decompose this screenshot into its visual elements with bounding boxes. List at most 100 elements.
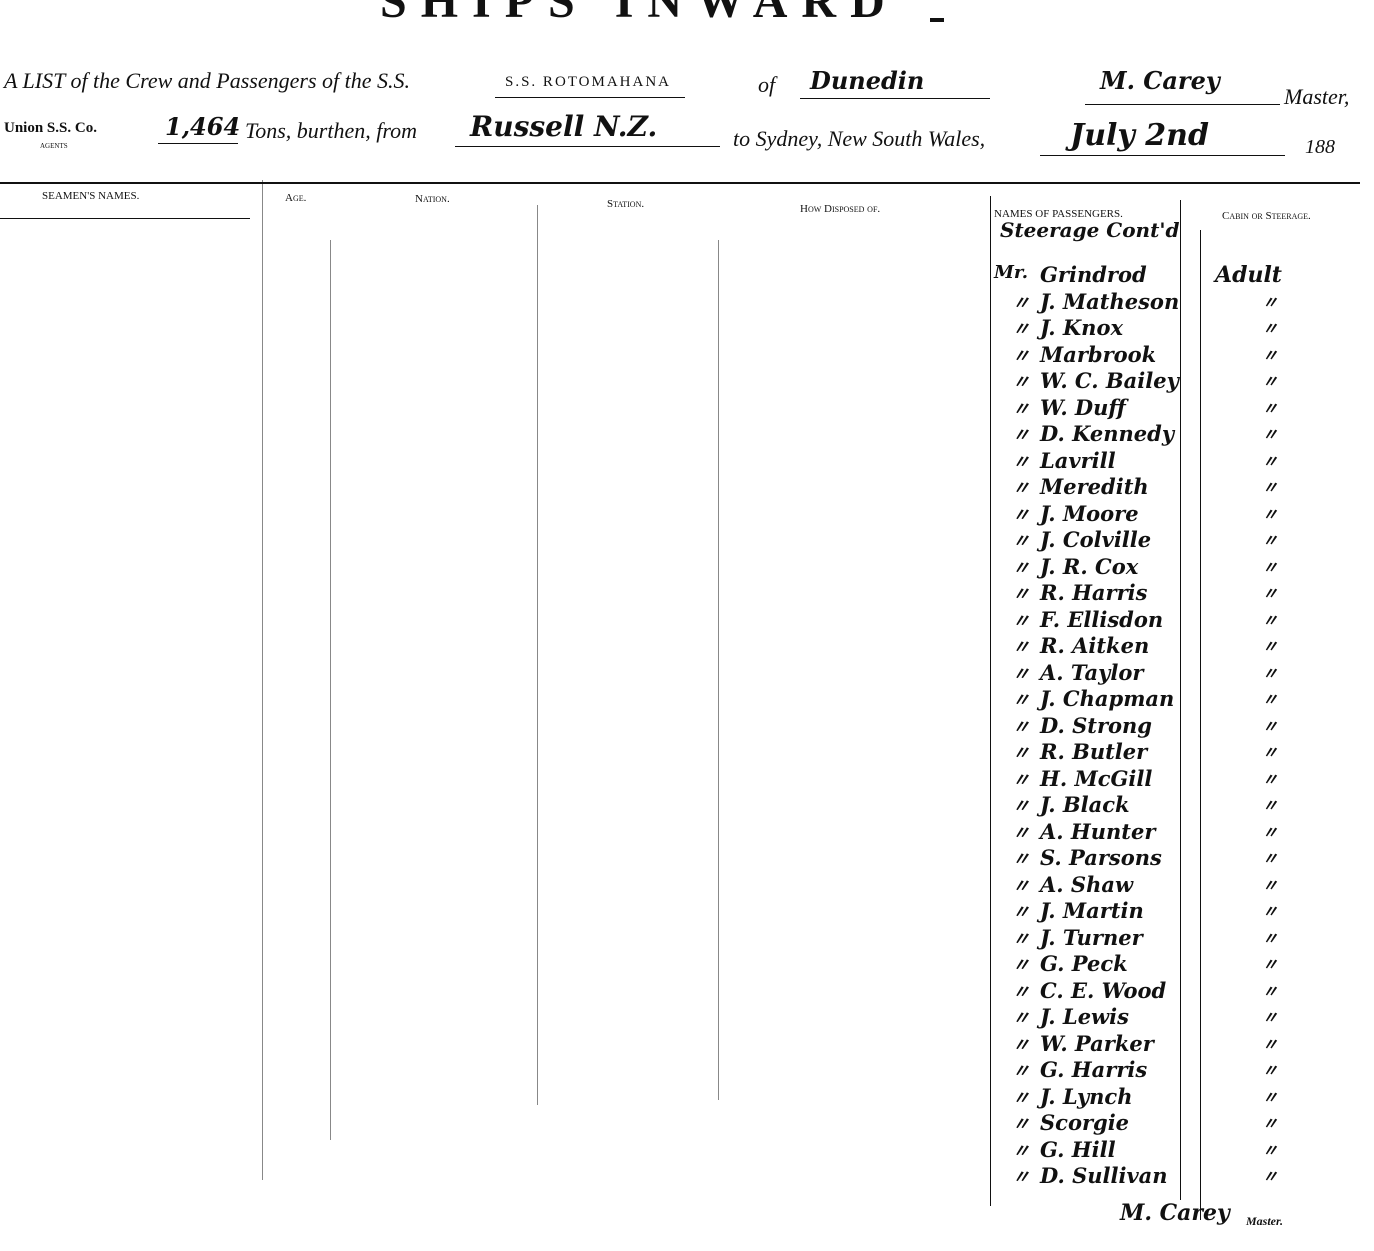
passenger-name: D. Strong — [1040, 712, 1152, 738]
passenger-class: 〃 — [1262, 796, 1279, 815]
passenger-prefix: 〃 — [1012, 292, 1030, 314]
passenger-prefix: 〃 — [1012, 716, 1030, 738]
passenger-class: 〃 — [1262, 292, 1279, 312]
passenger-class: 〃 — [1262, 1114, 1279, 1133]
passenger-prefix: 〃 — [1012, 1114, 1030, 1135]
passenger-class: 〃 — [1262, 584, 1279, 603]
passenger-class: 〃 — [1262, 1008, 1279, 1027]
passenger-class: 〃 — [1262, 557, 1279, 577]
passenger-name: Lavrill — [1040, 447, 1116, 473]
master-label: Master, — [1284, 84, 1350, 109]
passenger-name: J. Turner — [1040, 924, 1143, 950]
destination: to Sydney, New South Wales, — [733, 126, 986, 151]
passenger-class: 〃 — [1262, 716, 1279, 736]
passenger-name: A. Hunter — [1040, 818, 1156, 844]
passenger-class: 〃 — [1262, 663, 1279, 683]
tons-label: Tons, burthen, from — [245, 118, 417, 143]
passenger-name: Meredith — [1040, 474, 1149, 499]
passenger-prefix: 〃 — [1012, 398, 1030, 420]
passenger-name: F. Ellisdon — [1040, 606, 1164, 632]
passenger-prefix: 〃 — [1012, 981, 1030, 1003]
date: July 2nd — [1070, 118, 1209, 153]
col-nation: Nation. — [415, 193, 450, 205]
passenger-prefix: 〃 — [1012, 531, 1030, 552]
col-station: Station. — [607, 198, 645, 210]
passenger-prefix: 〃 — [1012, 610, 1030, 632]
ship: S.S. ROTOMAHANA — [505, 74, 671, 90]
passenger-prefix: 〃 — [1012, 743, 1030, 764]
port: Dunedin — [810, 66, 925, 95]
passenger-prefix: 〃 — [1012, 372, 1030, 393]
passenger-class: 〃 — [1262, 531, 1279, 550]
subheading: Steerage Cont'd — [1000, 218, 1180, 242]
passenger-class: 〃 — [1262, 637, 1279, 656]
passenger-prefix: 〃 — [1012, 504, 1030, 526]
passenger-prefix: 〃 — [1012, 1167, 1030, 1188]
passenger-class: 〃 — [1262, 955, 1279, 974]
passenger-name: G. Peck — [1040, 951, 1128, 976]
passenger-prefix: 〃 — [1012, 902, 1030, 923]
passenger-class: 〃 — [1262, 849, 1279, 868]
passenger-class: 〃 — [1262, 769, 1279, 789]
passenger-name: J. R. Cox — [1040, 553, 1139, 579]
of: of — [758, 72, 776, 97]
passenger-class: 〃 — [1262, 1061, 1279, 1080]
passenger-class: 〃 — [1262, 504, 1279, 524]
passenger-name: H. McGill — [1040, 765, 1153, 791]
passenger-name: J. Martin — [1040, 898, 1144, 923]
passenger-name: J. Moore — [1040, 500, 1139, 526]
passenger-prefix: 〃 — [1012, 637, 1030, 658]
passenger-class: 〃 — [1262, 981, 1279, 1001]
passenger-name: D. Sullivan — [1040, 1163, 1168, 1188]
master-footer: Master. — [1246, 1214, 1284, 1228]
passenger-prefix: 〃 — [1012, 478, 1030, 499]
passenger-prefix: 〃 — [1012, 1034, 1030, 1056]
passenger-prefix: 〃 — [1012, 822, 1030, 844]
passenger-prefix: 〃 — [1012, 319, 1030, 340]
passenger-name: J. Lewis — [1040, 1004, 1129, 1029]
master: M. Carey — [1100, 66, 1220, 95]
passenger-prefix: 〃 — [1012, 1008, 1030, 1029]
passenger-prefix: 〃 — [1012, 769, 1030, 791]
passenger-name: W. Duff — [1040, 394, 1126, 420]
passenger-prefix: 〃 — [1012, 1087, 1030, 1109]
passenger-name: C. E. Wood — [1040, 977, 1167, 1003]
origin: Russell N.Z. — [470, 110, 658, 143]
passenger-prefix: 〃 — [1012, 345, 1030, 367]
col-age: Age. — [285, 192, 307, 204]
passenger-class: 〃 — [1262, 1140, 1279, 1160]
passenger-class: 〃 — [1262, 398, 1279, 418]
passenger-name: S. Parsons — [1040, 845, 1162, 870]
passenger-prefix: 〃 — [1012, 928, 1030, 950]
passenger-name: G. Harris — [1040, 1057, 1148, 1082]
passenger-prefix: 〃 — [1012, 849, 1030, 870]
passenger-class: 〃 — [1262, 1087, 1279, 1107]
passenger-class: 〃 — [1262, 425, 1279, 444]
passenger-prefix: 〃 — [1012, 584, 1030, 605]
passenger-prefix: 〃 — [1012, 451, 1030, 473]
title: SHIPS INWARD — [380, 0, 899, 28]
passenger-prefix: Mr. — [994, 262, 1029, 283]
col-disposed: How Disposed of. — [800, 203, 881, 215]
passenger-prefix: 〃 — [1012, 875, 1030, 897]
passenger-name: J. Knox — [1040, 315, 1123, 340]
col-seamen: SEAMEN'S NAMES. — [42, 190, 140, 202]
agents: Union S.S. Co. — [4, 120, 97, 136]
passenger-name: R. Harris — [1040, 580, 1148, 605]
col-passengers: NAMES OF PASSENGERS. — [994, 208, 1123, 220]
passenger-name: A. Taylor — [1040, 659, 1144, 685]
passenger-prefix: 〃 — [1012, 796, 1030, 817]
passenger-name: J. Lynch — [1040, 1083, 1133, 1109]
year: 188 — [1305, 136, 1335, 158]
passenger-name: G. Hill — [1040, 1136, 1116, 1162]
passenger-class: 〃 — [1262, 1034, 1279, 1054]
passenger-name: W. C. Bailey — [1040, 368, 1179, 393]
passenger-prefix: 〃 — [1012, 1061, 1030, 1082]
passenger-name: D. Kennedy — [1040, 421, 1175, 446]
passenger-class: 〃 — [1262, 1167, 1279, 1186]
passenger-class: 〃 — [1262, 372, 1279, 391]
passenger-prefix: 〃 — [1012, 955, 1030, 976]
passenger-name: W. Parker — [1040, 1030, 1154, 1056]
passenger-class: 〃 — [1262, 345, 1279, 365]
